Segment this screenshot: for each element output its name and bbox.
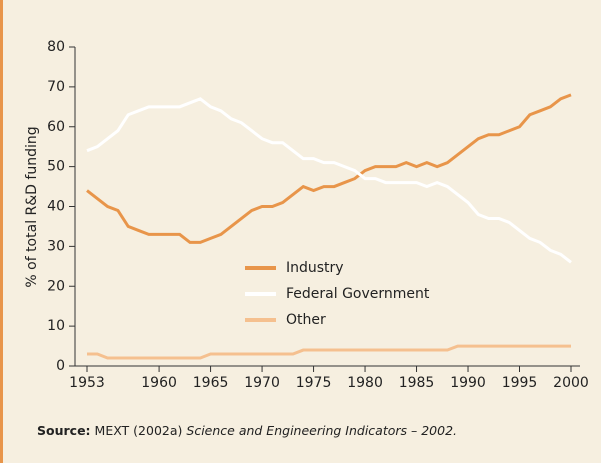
x-tick-label: 1960 bbox=[141, 375, 177, 391]
legend-label: Industry bbox=[286, 260, 344, 276]
x-tick-label: 1965 bbox=[193, 375, 229, 391]
x-tick-label: 1980 bbox=[347, 375, 383, 391]
x-tick-label: 1975 bbox=[296, 375, 332, 391]
y-tick-label: 20 bbox=[47, 278, 65, 294]
x-tick-label: 1985 bbox=[399, 375, 435, 391]
line-series bbox=[86, 93, 572, 244]
y-axis-label: % of total R&D funding bbox=[24, 126, 40, 287]
x-tick-label: 1970 bbox=[244, 375, 280, 391]
line-series bbox=[86, 97, 572, 264]
y-tick-label: 50 bbox=[47, 159, 65, 175]
x-tick-label: 1995 bbox=[502, 375, 538, 391]
y-tick-label: 60 bbox=[47, 119, 65, 135]
y-tick-label: 80 bbox=[47, 39, 65, 55]
y-tick-label: 40 bbox=[47, 199, 65, 215]
legend-label: Other bbox=[286, 312, 326, 328]
x-tick-label: 1990 bbox=[450, 375, 486, 391]
legend-label: Federal Government bbox=[286, 286, 430, 302]
source: Source: MEXT (2002a) Science and Enginee… bbox=[37, 423, 457, 438]
y-tick-label: 30 bbox=[47, 238, 65, 254]
y-tick-label: 0 bbox=[56, 358, 65, 374]
border bbox=[0, 0, 3, 463]
y-tick-label: 10 bbox=[47, 318, 65, 334]
y-tick-label: 70 bbox=[47, 79, 65, 95]
source-title: Science and Engineering Indicators – 200… bbox=[186, 423, 457, 438]
source-label: Source: bbox=[37, 423, 91, 438]
line-series bbox=[87, 344, 571, 360]
x-tick-label: 2000 bbox=[553, 375, 589, 391]
source-text: MEXT (2002a) bbox=[95, 423, 183, 438]
x-tick-label: 1953 bbox=[69, 375, 105, 391]
